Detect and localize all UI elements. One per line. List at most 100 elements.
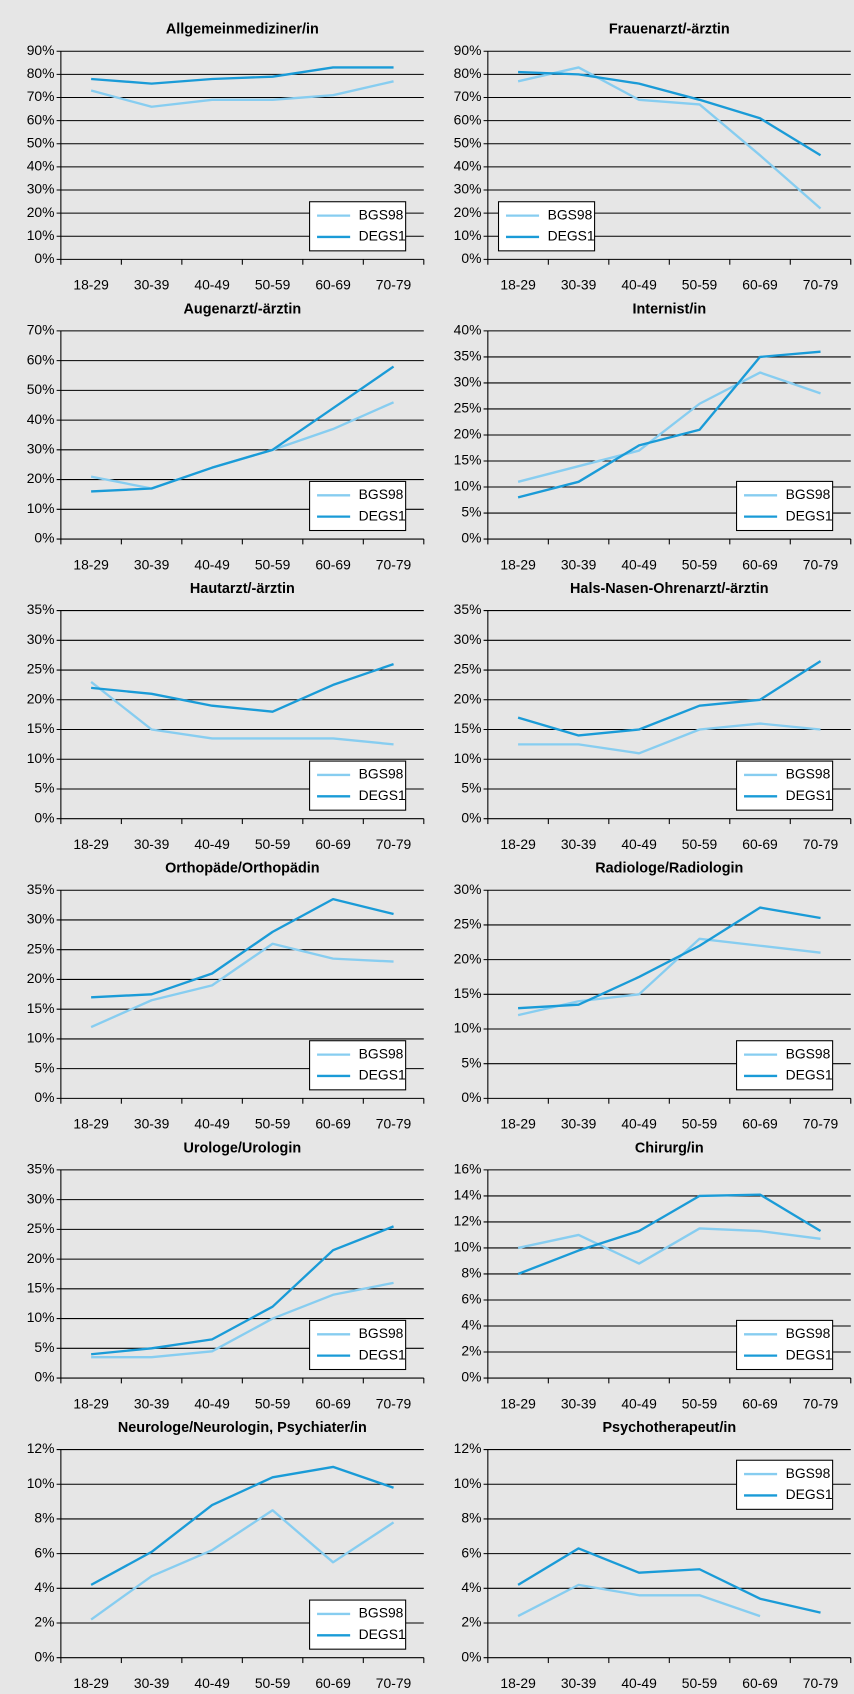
legend-label: BGS98	[359, 1325, 404, 1341]
x-tick-label: 50-59	[255, 1675, 291, 1691]
legend-label: DEGS1	[359, 507, 406, 523]
legend-box	[309, 480, 407, 532]
y-tick-label: 8%	[461, 1265, 481, 1281]
y-tick-label: 15%	[27, 720, 55, 736]
x-tick-label: 18-29	[73, 277, 109, 293]
y-tick-label: 8%	[461, 1510, 481, 1526]
x-tick-label: 60-69	[742, 1116, 778, 1132]
legend-label: DEGS1	[359, 1067, 406, 1083]
y-tick-label: 30%	[27, 1190, 55, 1206]
legend-box	[497, 201, 596, 252]
y-tick-label: 5%	[34, 780, 54, 796]
legend-label: DEGS1	[548, 228, 595, 244]
y-tick-label: 10%	[27, 227, 55, 243]
data-line	[90, 681, 394, 746]
y-tick-label: 15%	[454, 452, 482, 468]
chart-title: Psychotherapeut/in	[602, 1420, 736, 1436]
x-tick-label: 60-69	[315, 836, 351, 852]
y-tick-label: 20%	[27, 470, 55, 486]
x-tick-label: 60-69	[742, 1675, 778, 1691]
legend-label: DEGS1	[359, 1626, 406, 1642]
x-tick-label: 50-59	[682, 1116, 718, 1132]
y-tick-label: 15%	[27, 1000, 55, 1016]
y-tick-label: 20%	[454, 204, 482, 220]
data-line	[517, 1227, 821, 1265]
y-tick-label: 10%	[454, 1239, 482, 1255]
x-tick-label: 60-69	[315, 1675, 351, 1691]
y-tick-label: 25%	[454, 916, 482, 932]
y-tick-label: 0%	[461, 1089, 481, 1105]
y-tick-label: 0%	[34, 530, 54, 546]
data-line	[90, 1465, 394, 1586]
x-tick-label: 30-39	[134, 277, 170, 293]
data-line	[517, 937, 821, 1017]
y-tick-label: 40%	[27, 411, 55, 427]
x-tick-label: 18-29	[500, 1395, 536, 1411]
chart-panel: Internist/in 0% 5% 10% 15% 20% 25% 30% 35% 40% 18-…	[454, 301, 852, 572]
x-tick-label: 70-79	[803, 1395, 839, 1411]
y-tick-label: 70%	[27, 322, 55, 338]
chart-title: Hautarzt/-ärztin	[190, 581, 295, 597]
y-tick-label: 60%	[454, 111, 482, 127]
data-line	[90, 401, 395, 490]
y-tick-label: 0%	[461, 1369, 481, 1385]
x-tick-label: 40-49	[621, 836, 657, 852]
x-tick-label: 40-49	[621, 1675, 657, 1691]
chart-panel: Allgemeinmediziner/in 0% 10% 20% 30% 40% 50% 60…	[27, 22, 425, 293]
x-tick-label: 50-59	[682, 836, 718, 852]
x-tick-label: 30-39	[134, 1395, 170, 1411]
chart-panel: Hals-Nasen-Ohrenarzt/-ärztin 0% 5% 10% 15% 20…	[454, 581, 852, 852]
y-tick-label: 30%	[454, 181, 482, 197]
x-tick-label: 18-29	[500, 556, 536, 572]
y-tick-label: 30%	[454, 881, 482, 897]
x-tick-label: 70-79	[376, 556, 412, 572]
legend-label: BGS98	[359, 766, 404, 782]
x-tick-label: 40-49	[194, 1395, 230, 1411]
chart-title: Internist/in	[632, 301, 706, 317]
y-tick-label: 6%	[461, 1291, 481, 1307]
legend-label: DEGS1	[786, 1486, 833, 1502]
y-tick-label: 2%	[461, 1343, 481, 1359]
y-tick-label: 8%	[34, 1510, 54, 1526]
y-tick-label: 4%	[34, 1579, 54, 1595]
y-tick-label: 5%	[461, 504, 481, 520]
x-tick-label: 30-39	[561, 836, 597, 852]
legend-label: BGS98	[359, 1605, 404, 1621]
y-tick-label: 0%	[461, 809, 481, 825]
data-line	[517, 660, 822, 737]
y-tick-label: 30%	[454, 374, 482, 390]
x-tick-label: 30-39	[561, 1675, 597, 1691]
y-tick-label: 50%	[27, 381, 55, 397]
y-tick-label: 70%	[454, 88, 482, 104]
y-tick-label: 20%	[27, 690, 55, 706]
y-tick-label: 5%	[34, 1059, 54, 1075]
x-tick-label: 30-39	[134, 556, 170, 572]
y-tick-label: 20%	[27, 1250, 55, 1266]
legend-label: BGS98	[786, 766, 831, 782]
data-line	[518, 70, 822, 157]
y-tick-label: 10%	[27, 500, 55, 516]
legend-box	[736, 1459, 834, 1510]
legend-label: BGS98	[786, 486, 831, 502]
x-tick-label: 40-49	[621, 1116, 657, 1132]
y-tick-label: 30%	[454, 631, 482, 647]
x-tick-label: 50-59	[682, 277, 718, 293]
chart-title: Hals-Nasen-Ohrenarzt/-ärztin	[570, 581, 769, 597]
x-tick-label: 18-29	[73, 556, 109, 572]
y-tick-label: 5%	[461, 1054, 481, 1070]
x-tick-label: 60-69	[315, 556, 351, 572]
data-line	[517, 371, 821, 483]
x-tick-label: 50-59	[255, 836, 291, 852]
x-tick-label: 18-29	[73, 836, 109, 852]
y-tick-label: 16%	[454, 1161, 482, 1177]
data-line	[517, 350, 821, 499]
y-tick-label: 14%	[454, 1187, 482, 1203]
y-tick-label: 2%	[461, 1614, 481, 1630]
y-tick-label: 25%	[27, 661, 55, 677]
y-tick-label: 5%	[34, 1339, 54, 1355]
y-tick-label: 25%	[454, 400, 482, 416]
legend-box	[309, 760, 407, 811]
x-tick-label: 70-79	[803, 1116, 839, 1132]
